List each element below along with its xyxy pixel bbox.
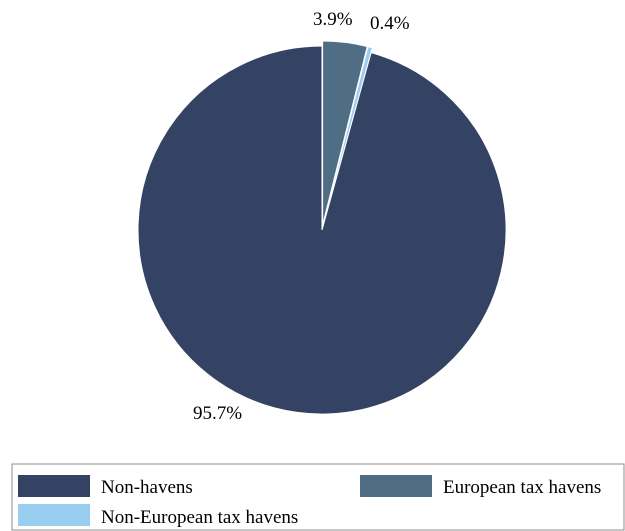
- data-label-european-tax-havens: 3.9%: [313, 9, 353, 30]
- legend-border: [11, 463, 625, 531]
- data-label-non-havens: 95.7%: [193, 403, 242, 424]
- pie-slices: [137, 40, 507, 415]
- legend-label-non-havens: Non-havens: [101, 477, 193, 498]
- legend-swatch-non-havens: [18, 475, 90, 497]
- legend-label-non-european-tax-havens: Non-European tax havens: [101, 507, 298, 528]
- pie-slice-non-havens: [137, 45, 507, 415]
- legend-swatch-non-european-tax-havens: [18, 504, 90, 526]
- legend-label-european-tax-havens: European tax havens: [443, 477, 601, 498]
- pie-slice-european-tax-havens: [322, 40, 368, 226]
- data-labels: 95.7% 3.9% 0.4%: [193, 9, 410, 424]
- data-label-non-european-tax-havens: 0.4%: [370, 13, 410, 34]
- legend-swatch-european-tax-havens: [360, 475, 432, 497]
- legend: Non-havens European tax havens Non-Europ…: [11, 463, 625, 531]
